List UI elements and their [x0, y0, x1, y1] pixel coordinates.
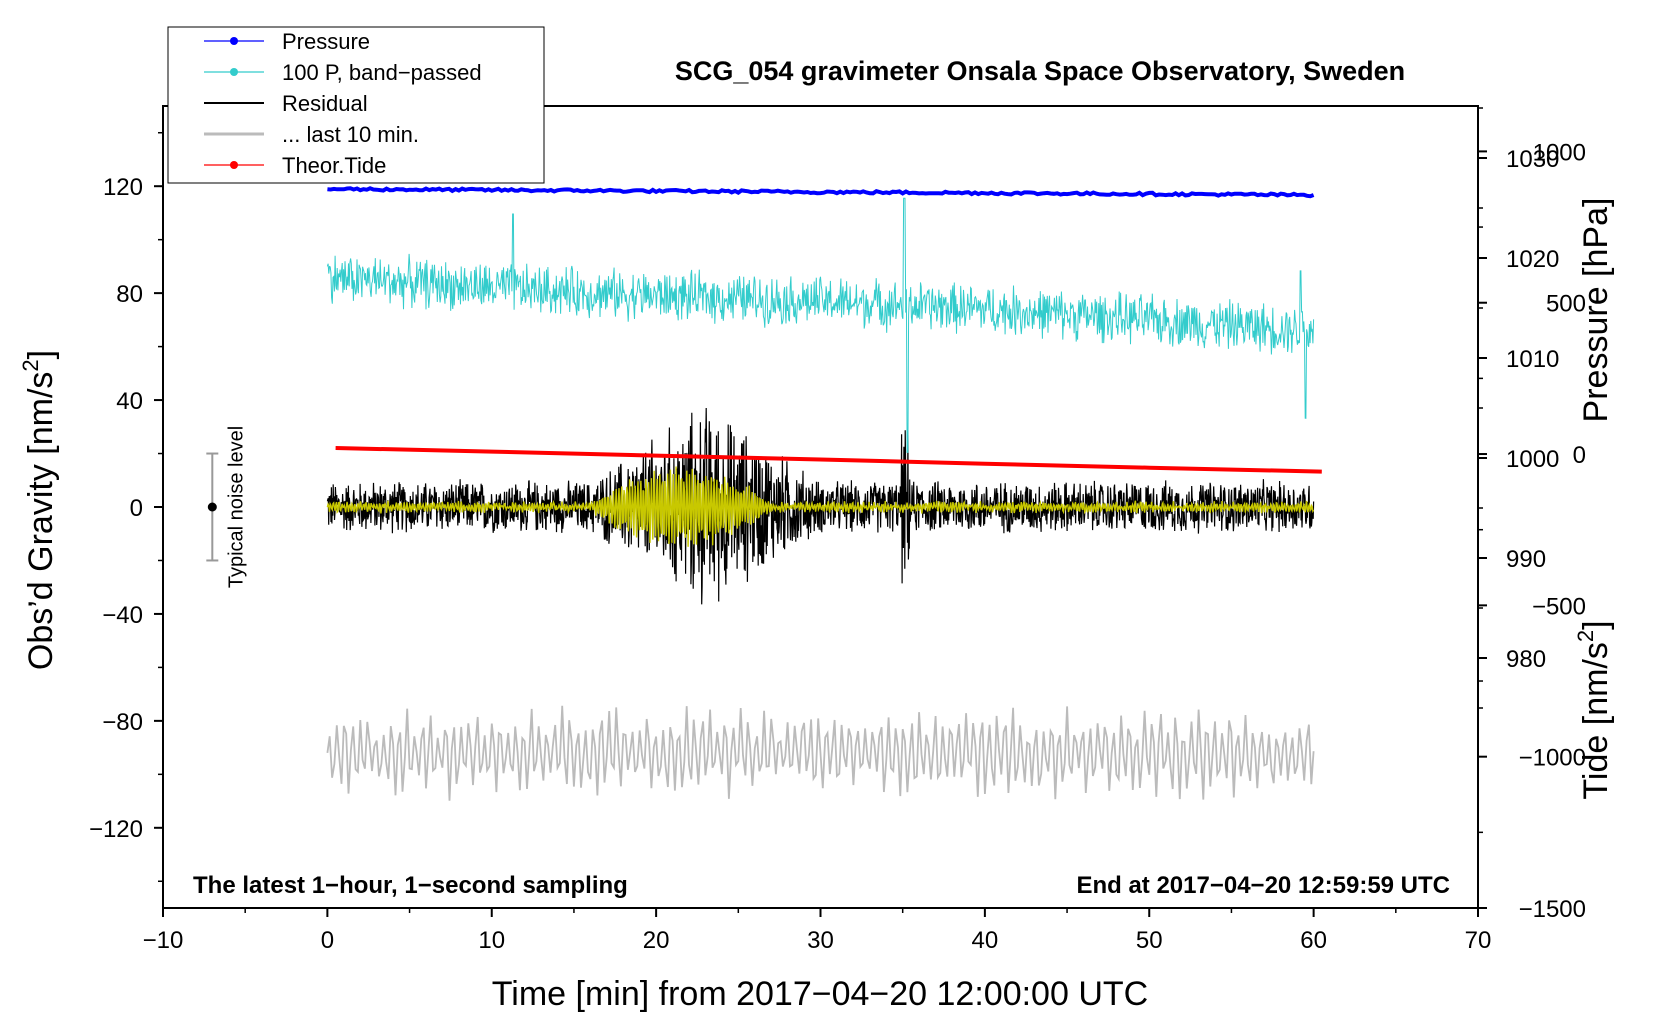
legend-label: Pressure [282, 29, 370, 54]
noise-bar-label: Typical noise level [225, 426, 247, 588]
x-tick-label: 10 [478, 927, 505, 954]
series-residual [326, 407, 1315, 605]
pressure-tick-label: 980 [1506, 646, 1546, 673]
y-axis-pressure: 980 990 1000 1010 1020 1030 [1478, 107, 1559, 709]
legend-box [167, 26, 545, 184]
tide-tick-label: −500 [1532, 593, 1586, 620]
pressure-tick-label: 1000 [1506, 446, 1559, 473]
annotation-bottom-right: End at 2017−04−20 12:59:59 UTC [1076, 872, 1450, 899]
y-axis-tide-title-sup: 2 [1573, 630, 1598, 642]
noise-level-bar: Typical noise level [206, 426, 247, 588]
x-axis-title: Time [min] from 2017−04−20 12:00:00 UTC [492, 975, 1148, 1013]
legend: Pressure 100 P, band−passed Residual ... la… [167, 26, 545, 184]
x-tick-label: 50 [1136, 927, 1163, 954]
tide-tick-label: 500 [1546, 291, 1586, 318]
x-tick-label: 60 [1300, 927, 1327, 954]
pressure-tick-label: 1010 [1506, 346, 1559, 373]
y-tick-label: −40 [102, 602, 143, 629]
y-axis-left-title-sup: 2 [18, 359, 43, 371]
x-axis: −10 0 10 20 30 40 50 60 70 [143, 908, 1492, 954]
y-axis-pressure-title: Pressure [hPa] [1577, 198, 1615, 423]
pressure-tick-label: 1030 [1506, 146, 1559, 173]
series-last-10-min [326, 705, 1315, 801]
x-tick-label: 0 [321, 927, 334, 954]
series-layer [326, 186, 1322, 801]
y-tick-label: −80 [102, 709, 143, 736]
legend-marker [230, 161, 238, 169]
x-tick-label: 40 [972, 927, 999, 954]
annotation-bottom-left: The latest 1−hour, 1−second sampling [193, 872, 628, 899]
chart-title: SCG_054 gravimeter Onsala Space Observat… [675, 56, 1405, 86]
pressure-tick-label: 1020 [1506, 246, 1559, 273]
legend-label: 100 P, band−passed [282, 60, 482, 85]
noise-bar-center-dot [207, 502, 217, 512]
y-tick-label: 120 [103, 174, 143, 201]
y-axis-tide: −1500 −1000 −500 0 500 1000 [1478, 139, 1586, 923]
y-tick-label: 40 [116, 388, 143, 415]
series-pressure-bandpassed [326, 197, 1315, 453]
y-tick-label: −120 [89, 816, 143, 843]
legend-label: ... last 10 min. [282, 122, 419, 147]
legend-marker [230, 37, 238, 45]
y-axis-left: −120 −80 −40 0 40 80 120 [89, 131, 163, 883]
tide-tick-label: 0 [1573, 442, 1586, 469]
y-axis-left-title: Obs’d Gravity [nm/s2] [18, 350, 60, 670]
legend-marker [230, 68, 238, 76]
legend-label: Residual [282, 91, 368, 116]
series-residual-filtered [326, 466, 1315, 547]
x-tick-label: 70 [1465, 927, 1492, 954]
x-tick-label: 20 [643, 927, 670, 954]
x-tick-label: −10 [143, 927, 184, 954]
series-theoretical-tide [335, 446, 1322, 474]
legend-label: Theor.Tide [282, 153, 386, 178]
y-tick-label: 80 [116, 281, 143, 308]
x-tick-label: 30 [807, 927, 834, 954]
y-tick-label: 0 [130, 495, 143, 522]
y-axis-tide-title: Tide [nm/s2] [1573, 620, 1615, 799]
tide-tick-label: −1000 [1519, 745, 1586, 772]
pressure-tick-label: 990 [1506, 546, 1546, 573]
series-pressure [327, 186, 1315, 199]
tide-tick-label: −1500 [1519, 896, 1586, 923]
tide-tick-label: 1000 [1533, 139, 1586, 166]
